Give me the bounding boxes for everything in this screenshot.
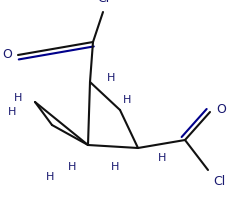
Text: H: H — [110, 162, 119, 172]
Text: O: O — [215, 103, 225, 117]
Text: O: O — [2, 49, 12, 61]
Text: H: H — [123, 95, 131, 105]
Text: H: H — [68, 162, 76, 172]
Text: H: H — [14, 93, 22, 103]
Text: Cl: Cl — [212, 175, 224, 188]
Text: H: H — [8, 107, 16, 117]
Text: H: H — [106, 73, 115, 83]
Text: H: H — [46, 172, 54, 182]
Text: H: H — [157, 153, 166, 163]
Text: Cl: Cl — [96, 0, 109, 5]
